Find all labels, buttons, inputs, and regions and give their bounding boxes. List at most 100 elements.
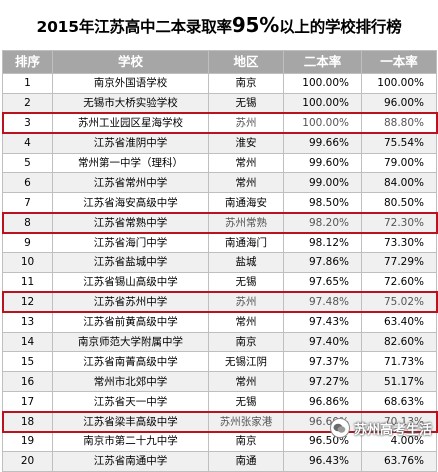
header-school: 学校 xyxy=(52,50,209,74)
cell-second-rate: 97.27% xyxy=(283,371,362,393)
cell-rank: 8 xyxy=(2,212,53,234)
cell-second-rate: 96.86% xyxy=(283,391,362,413)
table-row: 3 苏州工业园区星海学校 苏州 100.00% 88.80% xyxy=(2,112,437,134)
cell-school: 南京外国语学校 xyxy=(52,73,209,94)
cell-school: 无锡市大桥实验学校 xyxy=(52,92,209,114)
watermark-text: 苏州高考生活 xyxy=(353,422,432,438)
cell-rank: 16 xyxy=(2,371,53,393)
cell-rank: 10 xyxy=(2,252,53,273)
title-suffix: 以上的学校排行榜 xyxy=(279,18,402,36)
cell-region: 苏州 xyxy=(208,291,284,313)
table-row: 20 江苏省南通中学 南通 96.43% 63.76% xyxy=(2,450,437,472)
cell-first-rate: 77.29% xyxy=(361,252,437,273)
cell-first-rate: 72.30% xyxy=(361,212,437,234)
cell-rank: 17 xyxy=(2,391,53,413)
header-region: 地区 xyxy=(208,50,284,74)
cell-region: 无锡 xyxy=(208,92,284,114)
cell-first-rate: 84.00% xyxy=(361,172,437,194)
cell-second-rate: 100.00% xyxy=(283,92,362,114)
cell-second-rate: 99.00% xyxy=(283,172,362,194)
table-row: 2 无锡市大桥实验学校 无锡 100.00% 96.00% xyxy=(2,92,437,114)
cell-rank: 1 xyxy=(2,73,53,94)
cell-rank: 14 xyxy=(2,331,53,353)
cell-rank: 5 xyxy=(2,152,53,174)
cell-rank: 4 xyxy=(2,132,53,154)
cell-region: 苏州常熟 xyxy=(208,212,284,234)
cell-school: 江苏省海门中学 xyxy=(52,232,209,254)
cell-first-rate: 96.00% xyxy=(361,92,437,114)
cell-rank: 7 xyxy=(2,192,53,214)
watermark: 苏州高考生活 xyxy=(329,418,432,438)
cell-school: 江苏省南菁高级中学 xyxy=(52,351,209,373)
cell-region: 常州 xyxy=(208,311,284,333)
table-row: 4 江苏省淮阴中学 淮安 99.66% 75.54% xyxy=(2,132,437,154)
table-row: 15 江苏省南菁高级中学 无锡江阴 97.37% 71.73% xyxy=(2,351,437,373)
cell-first-rate: 82.60% xyxy=(361,331,437,353)
table-row: 14 南京师范大学附属中学 南京 97.40% 82.60% xyxy=(2,331,437,353)
cell-school: 江苏省盐城中学 xyxy=(52,252,209,273)
cell-first-rate: 63.76% xyxy=(361,450,437,472)
cell-region: 无锡 xyxy=(208,391,284,413)
table-row: 13 江苏省前黄高级中学 常州 97.43% 63.40% xyxy=(2,311,437,333)
cell-first-rate: 88.80% xyxy=(361,112,437,134)
cell-region: 南通海门 xyxy=(208,232,284,254)
cell-second-rate: 100.00% xyxy=(283,73,362,94)
cell-region: 苏州 xyxy=(208,112,284,134)
cell-region: 南京 xyxy=(208,331,284,353)
cell-region: 南京 xyxy=(208,73,284,94)
cell-region: 无锡 xyxy=(208,271,284,293)
header-rank: 排序 xyxy=(2,50,53,74)
cell-second-rate: 97.37% xyxy=(283,351,362,373)
cell-rank: 13 xyxy=(2,311,53,333)
cell-first-rate: 68.63% xyxy=(361,391,437,413)
table-row: 6 江苏省常州中学 常州 99.00% 84.00% xyxy=(2,172,437,194)
cell-second-rate: 97.40% xyxy=(283,331,362,353)
cell-first-rate: 72.60% xyxy=(361,271,437,293)
cell-school: 江苏省常熟中学 xyxy=(52,212,209,234)
table-row: 8 江苏省常熟中学 苏州常熟 98.20% 72.30% xyxy=(2,212,437,234)
cell-second-rate: 97.43% xyxy=(283,311,362,333)
cell-first-rate: 75.02% xyxy=(361,291,437,313)
cell-second-rate: 97.65% xyxy=(283,271,362,293)
cell-second-rate: 99.60% xyxy=(283,152,362,174)
title-prefix: 2015年江苏高中二本录取率 xyxy=(36,18,232,36)
ranking-table: 排序 学校 地区 二本率 一本率 1 南京外国语学校 南京 100.00% 100.00… xyxy=(2,50,437,472)
cell-school: 江苏省淮阴中学 xyxy=(52,132,209,154)
cell-school: 江苏省梁丰高级中学 xyxy=(52,411,209,433)
table-header-row: 排序 学校 地区 二本率 一本率 xyxy=(2,50,437,74)
cell-rank: 11 xyxy=(2,271,53,293)
cell-school: 常州市北郊中学 xyxy=(52,371,209,393)
cell-second-rate: 97.86% xyxy=(283,252,362,273)
cell-rank: 20 xyxy=(2,450,53,472)
cell-region: 淮安 xyxy=(208,132,284,154)
cell-school: 南京师范大学附属中学 xyxy=(52,331,209,353)
table-body: 1 南京外国语学校 南京 100.00% 100.00% 2 无锡市大桥实验学校 无锡 100.… xyxy=(2,73,437,472)
table-row: 9 江苏省海门中学 南通海门 98.12% 73.30% xyxy=(2,232,437,254)
cell-second-rate: 96.43% xyxy=(283,450,362,472)
table-row: 17 江苏省天一中学 无锡 96.86% 68.63% xyxy=(2,391,437,413)
cell-school: 江苏省锡山高级中学 xyxy=(52,271,209,293)
cell-second-rate: 98.20% xyxy=(283,212,362,234)
page-title: 2015年江苏高中二本录取率95%以上的学校排行榜 xyxy=(0,0,438,50)
cell-region: 南通海安 xyxy=(208,192,284,214)
cell-rank: 18 xyxy=(2,411,53,433)
cell-school: 常州第一中学（理科） xyxy=(52,152,209,174)
cell-school: 苏州工业园区星海学校 xyxy=(52,112,209,134)
header-first-rate: 一本率 xyxy=(361,50,437,74)
cell-second-rate: 98.12% xyxy=(283,232,362,254)
table-row: 1 南京外国语学校 南京 100.00% 100.00% xyxy=(2,73,437,94)
cell-school: 江苏省海安高级中学 xyxy=(52,192,209,214)
wechat-icon xyxy=(329,418,350,438)
header-second-rate: 二本率 xyxy=(283,50,362,74)
cell-rank: 19 xyxy=(2,431,53,452)
cell-first-rate: 73.30% xyxy=(361,232,437,254)
cell-region: 常州 xyxy=(208,371,284,393)
cell-rank: 9 xyxy=(2,232,53,254)
cell-region: 常州 xyxy=(208,172,284,194)
cell-second-rate: 98.50% xyxy=(283,192,362,214)
table-row: 12 江苏省苏州中学 苏州 97.48% 75.02% xyxy=(2,291,437,313)
cell-rank: 3 xyxy=(2,112,53,134)
cell-region: 无锡江阴 xyxy=(208,351,284,373)
cell-second-rate: 99.66% xyxy=(283,132,362,154)
cell-school: 江苏省天一中学 xyxy=(52,391,209,413)
